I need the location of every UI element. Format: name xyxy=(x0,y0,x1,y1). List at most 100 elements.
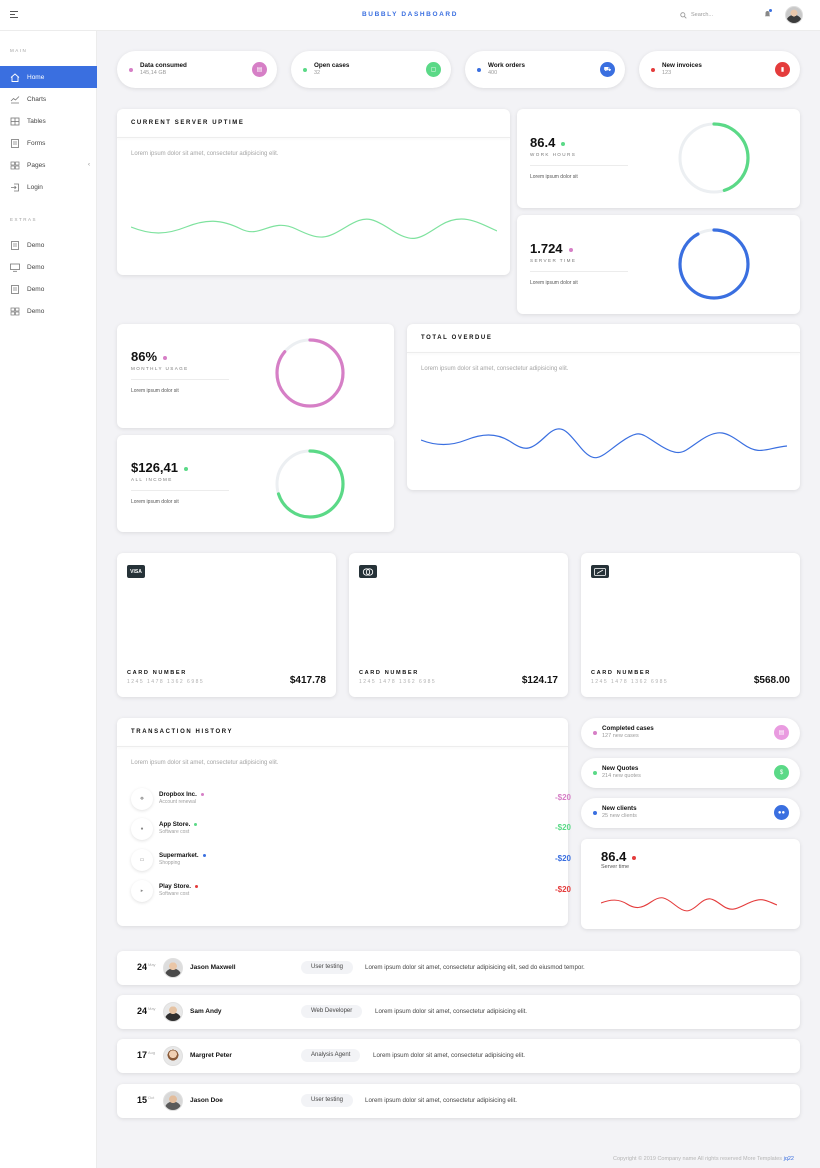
kpi-card-monthly-usage: 86% MONTHLY USAGE Lorem ipsum dolor sit xyxy=(117,324,394,428)
card-title: TOTAL OVERDUE xyxy=(421,335,493,341)
basket-icon: ▭ xyxy=(131,849,153,871)
transaction-row[interactable]: ▸ Play Store. Software cost -$20 xyxy=(131,878,571,904)
sidebar-item-label: Home xyxy=(27,73,45,81)
kpi-label: ALL INCOME xyxy=(131,477,173,482)
status-dot xyxy=(163,355,168,360)
activity-row[interactable]: 24 May Jason Maxwell User testing Lorem … xyxy=(117,951,800,985)
kpi-text: Lorem ipsum dolor sit xyxy=(530,174,578,180)
kpi-card-work-hours: 86.4 WORK HOURS Lorem ipsum dolor sit xyxy=(517,109,800,208)
status-dot xyxy=(184,466,188,471)
card-number: 1245 1478 1362 6985 xyxy=(127,679,205,685)
credit-card[interactable]: VISA CARD NUMBER 1245 1478 1362 6985 $41… xyxy=(117,553,336,697)
card-amount: $568.00 xyxy=(753,675,790,686)
kpi-card-server-time: 1.724 SERVER TIME Lorem ipsum dolor sit xyxy=(517,215,800,314)
avatar xyxy=(163,1002,183,1022)
doc-icon xyxy=(11,284,19,294)
menu-icon[interactable] xyxy=(10,11,18,18)
stat-card-new-clients[interactable]: New clients 25 new clients ●● xyxy=(581,798,800,828)
activity-text: Lorem ipsum dolor sit amet, consectetur … xyxy=(373,1052,526,1059)
cart-icon: ⛟ xyxy=(600,62,615,77)
status-dot xyxy=(194,884,198,888)
sidebar-item-tables[interactable]: Tables xyxy=(0,110,97,132)
home-icon xyxy=(10,72,20,82)
sidebar-item-demo[interactable]: Demo xyxy=(0,278,97,300)
status-dot xyxy=(303,68,307,72)
sidebar-item-label: Demo xyxy=(27,241,45,249)
activity-day: 24 xyxy=(137,1006,148,1016)
card-number-label: CARD NUMBER xyxy=(127,670,187,676)
transaction-row[interactable]: ❖ Dropbox Inc. Account renewal -$20 xyxy=(131,786,571,812)
activity-day: 24 xyxy=(137,962,148,972)
sidebar-item-login[interactable]: Login xyxy=(0,176,97,198)
activity-text: Lorem ipsum dolor sit amet, consectetur … xyxy=(365,1097,518,1104)
credit-card[interactable]: CARD NUMBER 1245 1478 1362 6985 $568.00 xyxy=(581,553,800,697)
stat-card-work-orders[interactable]: Work orders 400 ⛟ xyxy=(465,51,625,88)
card-icon xyxy=(591,565,609,578)
visa-logo: VISA xyxy=(127,565,145,578)
database-icon: ▤ xyxy=(252,62,267,77)
monitor-icon xyxy=(10,263,20,272)
stat-value: 400 xyxy=(488,70,498,76)
card-number: 1245 1478 1362 6985 xyxy=(591,679,669,685)
kpi-progress-ring xyxy=(275,449,345,519)
form-icon xyxy=(11,138,19,148)
brand-title[interactable]: BUBBLY DASHBOARD xyxy=(361,11,459,18)
activity-row[interactable]: 17 Aug Margret Peter Analysis Agent Lore… xyxy=(117,1039,800,1073)
kpi-label: MONTHLY USAGE xyxy=(131,366,189,371)
chevron-left-icon: ‹ xyxy=(88,162,90,168)
activity-row[interactable]: 15 Oct Jason Doe User testing Lorem ipsu… xyxy=(117,1084,800,1118)
top-bar: BUBBLY DASHBOARD Search... xyxy=(0,0,820,31)
status-dot xyxy=(593,771,597,775)
activity-row[interactable]: 24 May Sam Andy Web Developer Lorem ipsu… xyxy=(117,995,800,1029)
transaction-sub: Software cost xyxy=(159,829,190,835)
activity-text: Lorem ipsum dolor sit amet, consectetur … xyxy=(365,964,585,971)
stat-card-open-cases[interactable]: Open cases 32 ▢ xyxy=(291,51,451,88)
card-number-label: CARD NUMBER xyxy=(359,670,419,676)
bell-icon[interactable] xyxy=(764,9,772,18)
sidebar-item-demo[interactable]: Demo xyxy=(0,234,97,256)
transaction-name: Supermarket. xyxy=(159,852,199,859)
sidebar-item-demo[interactable]: Demo xyxy=(0,256,97,278)
stat-title: New Quotes xyxy=(602,765,639,772)
card-text: Lorem ipsum dolor sit amet, consectetur … xyxy=(131,151,279,157)
sidebar-item-home[interactable]: Home xyxy=(0,66,97,88)
transaction-row[interactable]: ● App Store. Software cost -$20 xyxy=(131,816,571,842)
activity-month: Aug xyxy=(148,1050,156,1055)
stat-card-new-invoices[interactable]: New invoices 123 ▮ xyxy=(639,51,800,88)
stat-title: Completed cases xyxy=(602,725,654,732)
sidebar-item-demo[interactable]: Demo xyxy=(0,300,97,322)
search-icon xyxy=(680,11,687,19)
overdue-wave-chart xyxy=(421,428,787,459)
stat-value: 123 xyxy=(662,70,672,76)
transaction-name: Play Store. xyxy=(159,883,191,890)
stat-card-data-consumed[interactable]: Data consumed 145,14 GB ▤ xyxy=(117,51,277,88)
status-dot xyxy=(202,853,206,857)
server-wave-line xyxy=(601,897,777,912)
search-box[interactable]: Search... xyxy=(680,10,760,20)
transaction-amount: -$20 xyxy=(554,823,571,832)
role-badge: User testing xyxy=(301,1094,354,1107)
sidebar-item-charts[interactable]: Charts xyxy=(0,88,97,110)
sidebar-item-pages[interactable]: Pages ‹ xyxy=(0,154,97,176)
transaction-amount: -$20 xyxy=(554,885,571,894)
sidebar-item-forms[interactable]: Forms xyxy=(0,132,97,154)
server-time-card: 86.4 Server time xyxy=(581,839,800,929)
user-avatar[interactable] xyxy=(785,6,803,24)
search-input[interactable]: Search... xyxy=(691,12,714,18)
stat-value: 32 xyxy=(314,70,321,76)
kpi-value: 86% xyxy=(131,349,158,364)
kpi-progress-ring xyxy=(275,338,345,408)
kpi-label: WORK HOURS xyxy=(530,152,577,157)
transaction-row[interactable]: ▭ Supermarket. Shopping -$20 xyxy=(131,847,571,873)
transaction-sub: Shopping xyxy=(159,860,181,866)
footer-link[interactable]: jq22 xyxy=(783,1156,794,1162)
kpi-progress-ring xyxy=(678,228,750,300)
card-title: TRANSACTION HISTORY xyxy=(131,729,234,735)
server-value: 86.4 xyxy=(601,849,627,864)
credit-card[interactable]: CARD NUMBER 1245 1478 1362 6985 $124.17 xyxy=(349,553,568,697)
kpi-text: Lorem ipsum dolor sit xyxy=(131,499,179,505)
stat-card-completed-cases[interactable]: Completed cases 127 new cases ▤ xyxy=(581,718,800,748)
mastercard-icon xyxy=(359,565,377,578)
stat-card-new-quotes[interactable]: New Quotes 214 new quotes $ xyxy=(581,758,800,788)
status-dot xyxy=(593,811,597,815)
